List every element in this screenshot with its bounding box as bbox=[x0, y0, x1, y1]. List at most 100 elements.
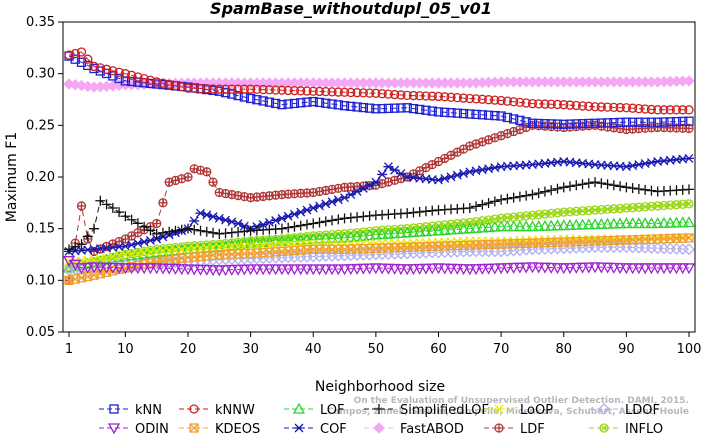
legend-marker bbox=[494, 423, 504, 433]
data-point-kNNW bbox=[133, 72, 143, 82]
data-point-kNNW bbox=[684, 105, 694, 115]
data-point-kNNW bbox=[264, 85, 275, 95]
data-point-kNN bbox=[302, 97, 312, 107]
data-point-kNN bbox=[371, 104, 381, 114]
data-point-ODIN bbox=[413, 263, 426, 275]
data-point-kNN bbox=[678, 116, 688, 127]
data-point-ODIN bbox=[426, 263, 439, 275]
data-point-SimplifiedLOF bbox=[577, 179, 588, 190]
data-point-LOF bbox=[551, 219, 564, 231]
data-point-ODIN bbox=[620, 263, 633, 275]
data-point-kNNW bbox=[258, 84, 268, 95]
data-point-kNN bbox=[534, 118, 544, 129]
data-point-kNNW bbox=[490, 95, 500, 105]
data-point-SimplifiedLOF bbox=[164, 226, 175, 237]
data-point-SimplifiedLOF bbox=[314, 217, 325, 228]
data-point-ODIN bbox=[225, 264, 238, 276]
data-point-LOF bbox=[488, 220, 501, 232]
y-tick-label: 0.30 bbox=[26, 67, 55, 82]
data-point-kNN bbox=[408, 103, 419, 114]
data-point-kNN bbox=[252, 95, 262, 105]
data-point-kNNW bbox=[239, 84, 250, 94]
data-point-SimplifiedLOF bbox=[583, 178, 594, 189]
data-point-ODIN bbox=[469, 264, 483, 276]
data-point-KDEOS bbox=[684, 233, 694, 243]
data-point-ODIN bbox=[269, 264, 282, 276]
data-point-kNNW bbox=[114, 67, 124, 77]
data-point-LOF bbox=[438, 223, 451, 235]
data-point-kNNW bbox=[101, 64, 112, 74]
data-point-kNN bbox=[258, 96, 268, 106]
data-point-ODIN bbox=[169, 263, 182, 275]
data-point-SimplifiedLOF bbox=[64, 244, 74, 255]
data-point-ODIN bbox=[282, 264, 295, 276]
data-point-kNNW bbox=[108, 66, 118, 76]
data-point-LOF bbox=[300, 233, 314, 245]
data-point-kNNW bbox=[452, 92, 462, 103]
legend-label: KDEOS bbox=[215, 422, 260, 434]
data-point-ODIN bbox=[676, 263, 689, 275]
data-point-kNNW bbox=[458, 93, 469, 103]
data-point-ODIN bbox=[332, 264, 345, 276]
legend-item-LOF: LOF bbox=[284, 402, 345, 418]
data-point-kNN bbox=[527, 118, 538, 128]
data-point-COF bbox=[377, 169, 388, 179]
data-point-kNNW bbox=[402, 90, 412, 101]
data-point-kNNW bbox=[152, 77, 162, 87]
data-point-kNN bbox=[602, 118, 613, 128]
data-point-SimplifiedLOF bbox=[521, 190, 532, 201]
data-point-ODIN bbox=[645, 263, 658, 275]
data-point-ODIN bbox=[670, 263, 683, 275]
data-point-ODIN bbox=[520, 262, 533, 274]
data-point-ODIN bbox=[288, 264, 301, 276]
data-point-kNN bbox=[390, 103, 400, 113]
x-tick-label: 80 bbox=[555, 342, 572, 357]
data-point-LDF bbox=[446, 150, 456, 160]
data-point-kNN bbox=[465, 109, 475, 119]
data-point-LOF bbox=[476, 221, 489, 233]
data-point-LOF bbox=[601, 217, 614, 229]
data-point-SimplifiedLOF bbox=[633, 183, 644, 194]
data-point-LOF bbox=[563, 219, 577, 231]
data-point-kNNW bbox=[126, 70, 137, 80]
data-point-kNNW bbox=[540, 99, 550, 109]
data-point-kNNW bbox=[546, 99, 556, 109]
x-tick-label: 90 bbox=[618, 342, 635, 357]
data-point-ODIN bbox=[614, 263, 627, 275]
data-point-LOF bbox=[501, 220, 514, 232]
watermark-line-1: On the Evaluation of Unsupervised Outlie… bbox=[354, 396, 689, 406]
data-point-kNNW bbox=[646, 104, 657, 115]
data-point-LOF bbox=[332, 231, 345, 243]
data-point-kNN bbox=[502, 112, 513, 123]
data-point-LOF bbox=[413, 225, 426, 237]
data-point-ODIN bbox=[388, 263, 401, 275]
data-point-kNN bbox=[446, 108, 456, 118]
data-point-kNNW bbox=[415, 91, 425, 101]
data-point-kNN bbox=[565, 119, 575, 129]
legend-marker bbox=[189, 404, 199, 414]
legend-item-INFLO: INFLO bbox=[589, 422, 663, 434]
data-point-ODIN bbox=[319, 264, 332, 276]
legend-label: SimplifiedLOF bbox=[400, 403, 489, 418]
data-point-kNN bbox=[427, 106, 437, 116]
data-point-kNN bbox=[145, 78, 156, 89]
data-point-LDF bbox=[158, 198, 168, 208]
legend-label: LDOF bbox=[625, 403, 660, 418]
legend-marker bbox=[374, 404, 384, 414]
data-point-SimplifiedLOF bbox=[464, 203, 475, 213]
data-point-SimplifiedLOF bbox=[120, 211, 131, 222]
data-point-kNNW bbox=[483, 95, 494, 105]
series-KDEOS bbox=[64, 233, 694, 285]
legend-item-kNN: kNN bbox=[99, 403, 162, 418]
data-point-SimplifiedLOF bbox=[170, 225, 181, 236]
data-point-ODIN bbox=[263, 264, 276, 276]
data-point-ODIN bbox=[588, 262, 602, 274]
data-point-kNNW bbox=[95, 63, 105, 73]
data-point-ODIN bbox=[194, 264, 207, 276]
data-point-SimplifiedLOF bbox=[496, 194, 507, 205]
data-point-kNN bbox=[627, 117, 638, 127]
data-point-LOF bbox=[401, 226, 414, 238]
data-point-kNN bbox=[653, 117, 663, 127]
data-point-LOF bbox=[507, 220, 520, 232]
